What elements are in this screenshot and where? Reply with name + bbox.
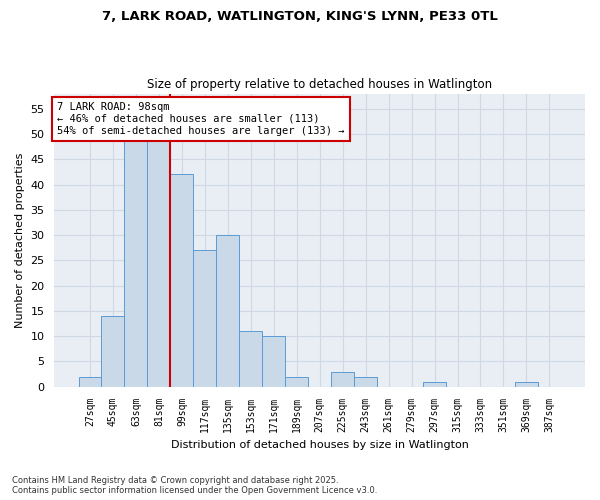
Title: Size of property relative to detached houses in Watlington: Size of property relative to detached ho… <box>147 78 492 91</box>
Bar <box>262 336 285 386</box>
Bar <box>148 134 170 386</box>
Text: 7 LARK ROAD: 98sqm
← 46% of detached houses are smaller (113)
54% of semi-detach: 7 LARK ROAD: 98sqm ← 46% of detached hou… <box>57 102 344 136</box>
Bar <box>101 316 124 386</box>
Bar <box>285 376 308 386</box>
Bar <box>354 376 377 386</box>
Bar <box>217 235 239 386</box>
X-axis label: Distribution of detached houses by size in Watlington: Distribution of detached houses by size … <box>171 440 469 450</box>
Bar <box>239 331 262 386</box>
Y-axis label: Number of detached properties: Number of detached properties <box>15 152 25 328</box>
Bar <box>193 250 217 386</box>
Bar <box>79 376 101 386</box>
Bar <box>515 382 538 386</box>
Bar <box>423 382 446 386</box>
Bar <box>170 174 193 386</box>
Text: 7, LARK ROAD, WATLINGTON, KING'S LYNN, PE33 0TL: 7, LARK ROAD, WATLINGTON, KING'S LYNN, P… <box>102 10 498 23</box>
Text: Contains HM Land Registry data © Crown copyright and database right 2025.
Contai: Contains HM Land Registry data © Crown c… <box>12 476 377 495</box>
Bar <box>124 134 148 386</box>
Bar <box>331 372 354 386</box>
